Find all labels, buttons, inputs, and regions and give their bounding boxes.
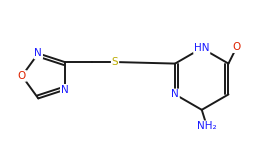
- Text: NH₂: NH₂: [197, 121, 217, 131]
- Text: O: O: [233, 42, 241, 52]
- Text: S: S: [112, 57, 118, 67]
- Text: O: O: [18, 71, 26, 81]
- Text: N: N: [61, 85, 69, 95]
- Text: N: N: [171, 89, 179, 99]
- Text: N: N: [34, 49, 42, 58]
- Text: HN: HN: [194, 43, 209, 53]
